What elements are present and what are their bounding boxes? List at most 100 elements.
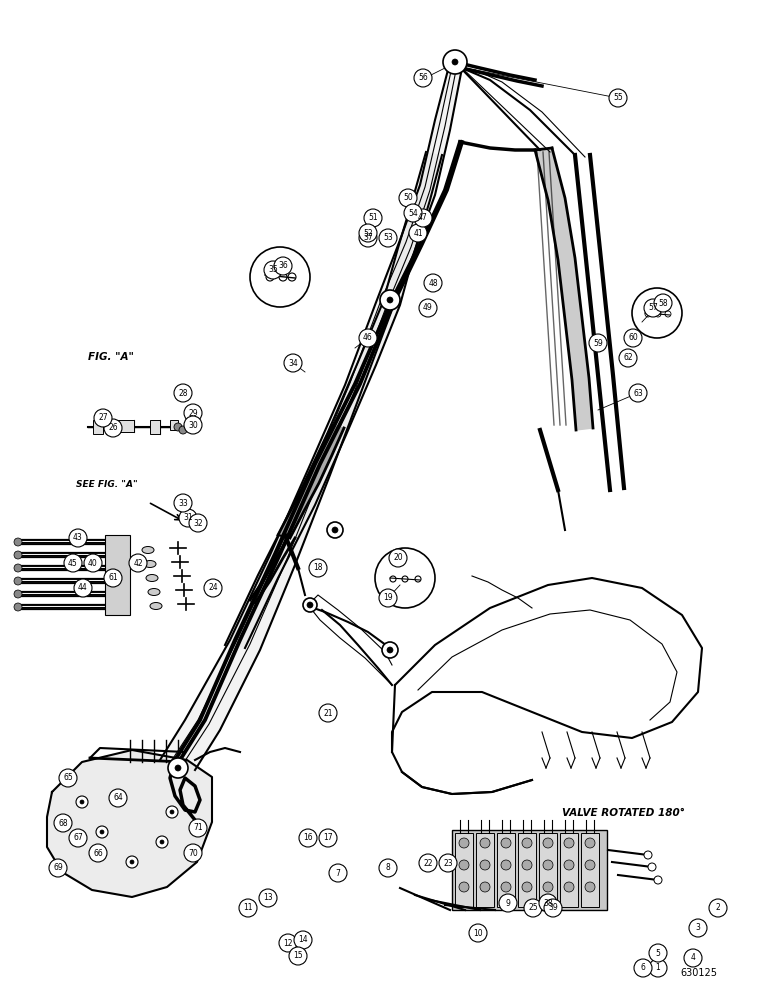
Circle shape — [414, 69, 432, 87]
Circle shape — [96, 826, 108, 838]
Text: 17: 17 — [323, 834, 333, 842]
Text: 68: 68 — [58, 818, 68, 828]
Text: 14: 14 — [298, 936, 308, 944]
Text: 66: 66 — [93, 848, 103, 857]
Circle shape — [14, 551, 22, 559]
Circle shape — [84, 554, 102, 572]
Text: 7: 7 — [336, 868, 340, 878]
Circle shape — [49, 859, 67, 877]
Circle shape — [419, 854, 437, 872]
Circle shape — [709, 899, 727, 917]
Circle shape — [319, 704, 337, 722]
Circle shape — [299, 829, 317, 847]
Text: 1: 1 — [655, 964, 660, 972]
Circle shape — [204, 579, 222, 597]
Text: 67: 67 — [73, 834, 83, 842]
Circle shape — [264, 261, 282, 279]
Text: 38: 38 — [543, 898, 553, 908]
Circle shape — [126, 856, 138, 868]
Circle shape — [166, 806, 178, 818]
Circle shape — [522, 860, 532, 870]
Text: 60: 60 — [628, 334, 638, 342]
Text: 59: 59 — [593, 338, 603, 348]
Circle shape — [359, 229, 377, 247]
Circle shape — [459, 882, 469, 892]
Circle shape — [259, 889, 277, 907]
Circle shape — [54, 814, 72, 832]
Text: 31: 31 — [183, 514, 193, 522]
Circle shape — [480, 882, 490, 892]
Circle shape — [380, 290, 400, 310]
Circle shape — [654, 294, 672, 312]
Text: 44: 44 — [78, 584, 88, 592]
Circle shape — [76, 796, 88, 808]
Text: 15: 15 — [293, 952, 303, 960]
Circle shape — [64, 554, 82, 572]
Text: 630125: 630125 — [680, 968, 717, 978]
Circle shape — [501, 838, 511, 848]
Circle shape — [629, 384, 647, 402]
Text: 54: 54 — [408, 209, 418, 218]
Circle shape — [379, 229, 397, 247]
Circle shape — [649, 944, 667, 962]
Circle shape — [634, 959, 652, 977]
Circle shape — [14, 590, 22, 598]
Text: 51: 51 — [368, 214, 378, 223]
Circle shape — [327, 522, 343, 538]
Circle shape — [329, 864, 347, 882]
Text: 62: 62 — [623, 354, 633, 362]
Circle shape — [174, 423, 182, 431]
Polygon shape — [225, 152, 442, 648]
Text: 40: 40 — [88, 558, 98, 568]
Circle shape — [332, 527, 338, 533]
Text: 5: 5 — [655, 948, 660, 958]
Text: 28: 28 — [178, 388, 188, 397]
Bar — [93, 420, 103, 434]
Text: 53: 53 — [383, 233, 393, 242]
Text: 32: 32 — [193, 518, 203, 528]
Circle shape — [501, 860, 511, 870]
Circle shape — [543, 860, 553, 870]
Circle shape — [174, 384, 192, 402]
Circle shape — [522, 838, 532, 848]
Text: 21: 21 — [323, 708, 333, 718]
Circle shape — [284, 354, 302, 372]
Circle shape — [14, 577, 22, 585]
Circle shape — [609, 89, 627, 107]
Circle shape — [303, 598, 317, 612]
Circle shape — [364, 209, 382, 227]
Text: 71: 71 — [193, 824, 203, 832]
Circle shape — [654, 876, 662, 884]
Text: 42: 42 — [134, 558, 143, 568]
Text: 4: 4 — [691, 954, 696, 962]
Circle shape — [539, 894, 557, 912]
Text: 33: 33 — [178, 498, 188, 508]
Circle shape — [179, 426, 187, 434]
Text: FIG. "A": FIG. "A" — [88, 352, 134, 362]
Circle shape — [104, 569, 122, 587]
Circle shape — [379, 589, 397, 607]
Text: 45: 45 — [68, 558, 78, 568]
Circle shape — [189, 514, 207, 532]
Circle shape — [294, 931, 312, 949]
Circle shape — [399, 189, 417, 207]
Circle shape — [543, 882, 553, 892]
Bar — [497, 833, 515, 907]
Text: 23: 23 — [443, 858, 453, 867]
Circle shape — [14, 603, 22, 611]
Circle shape — [387, 647, 393, 653]
Circle shape — [359, 224, 377, 242]
Bar — [150, 420, 160, 434]
Text: 11: 11 — [243, 904, 252, 912]
Circle shape — [94, 409, 112, 427]
Circle shape — [564, 838, 574, 848]
Circle shape — [309, 559, 327, 577]
Text: 55: 55 — [613, 94, 623, 103]
Text: 49: 49 — [423, 304, 433, 312]
Circle shape — [382, 642, 398, 658]
Circle shape — [129, 554, 147, 572]
Bar — [170, 420, 178, 430]
Circle shape — [100, 830, 104, 834]
Text: 61: 61 — [108, 574, 118, 582]
Bar — [539, 833, 557, 907]
